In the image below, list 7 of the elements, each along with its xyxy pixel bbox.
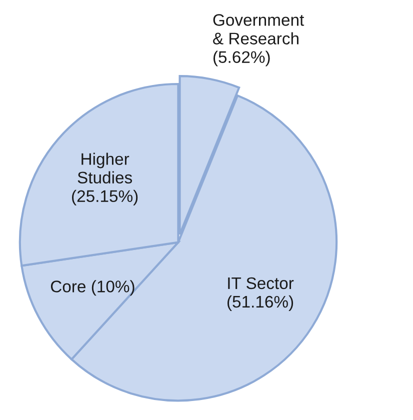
slice-label: Higher Studies (78, 152, 132, 184)
data-label: (51.16%) (227, 295, 294, 311)
slice-label: Core (10%) (50, 280, 134, 296)
slice-label: Government & Research (213, 14, 304, 44)
data-label: (25.15%) (72, 190, 138, 206)
data-label: (5.62%) (213, 50, 270, 66)
slice-label: IT Sector (228, 277, 294, 290)
